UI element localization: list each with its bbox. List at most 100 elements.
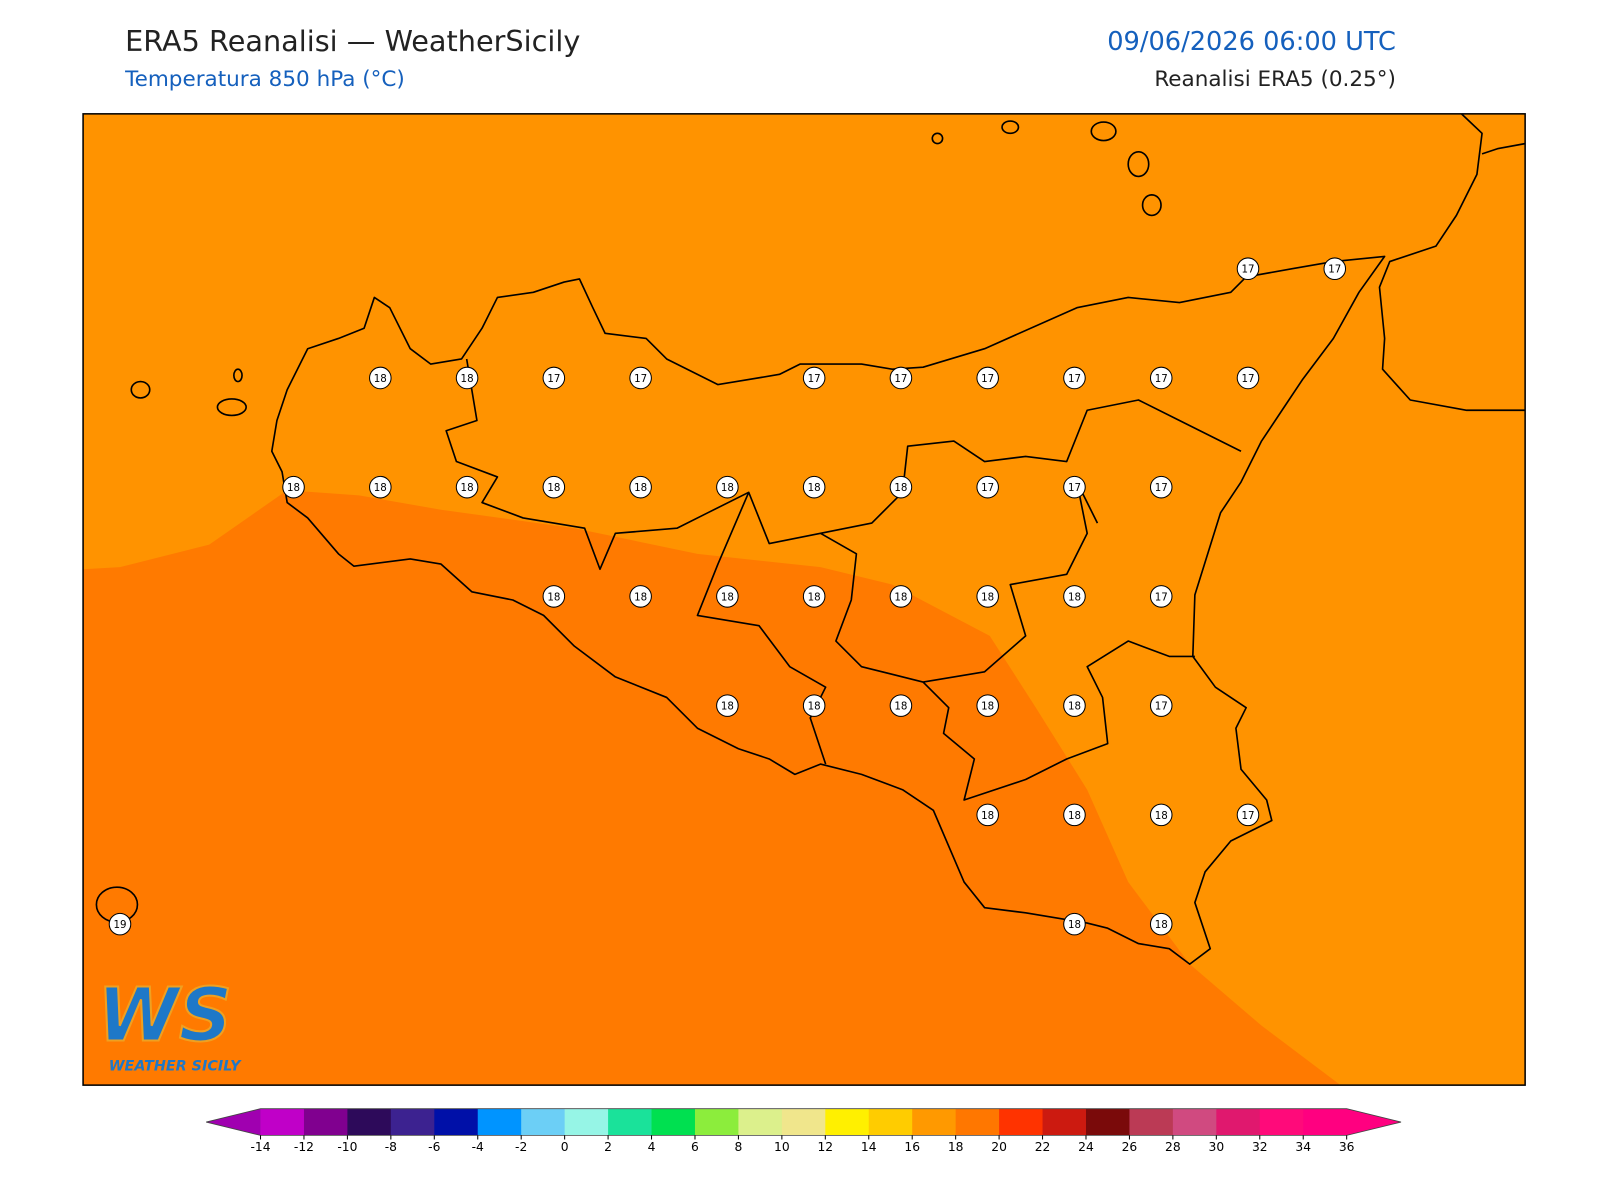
- colorbar-tick-label: 2: [604, 1140, 612, 1154]
- station-label: 17: [976, 475, 999, 499]
- station-label: 17: [1149, 694, 1173, 717]
- colorbar-segment: [564, 1108, 609, 1136]
- station-label: 17: [1236, 803, 1260, 827]
- label-value: 18: [1155, 810, 1168, 822]
- label-value: 18: [981, 810, 994, 822]
- label-circle: [716, 694, 739, 717]
- label-value: 18: [634, 482, 647, 494]
- label-circle: [1149, 694, 1173, 717]
- label-value: 18: [894, 701, 907, 713]
- label-value: 18: [894, 591, 907, 603]
- label-circle: [889, 694, 913, 717]
- colorbar-tick-label: -12: [294, 1140, 314, 1154]
- colorbar-segment: [260, 1108, 305, 1136]
- colorbar-segment: [781, 1108, 826, 1136]
- label-circle: [542, 366, 566, 390]
- label-value: 17: [1241, 373, 1254, 385]
- label-value: 17: [1328, 264, 1341, 276]
- station-label: 17: [1236, 257, 1260, 280]
- colorbar-segment: [738, 1108, 783, 1136]
- label-value: 17: [981, 482, 994, 494]
- colorbar-segment: [1085, 1108, 1130, 1136]
- label-circle: [1063, 912, 1086, 936]
- colorbar-segment: [651, 1108, 696, 1136]
- station-label: 18: [1149, 803, 1173, 827]
- label-circle: [282, 475, 305, 499]
- colorbar-tick-label: 32: [1252, 1140, 1268, 1154]
- label-value: 17: [1155, 701, 1168, 713]
- station-label: 17: [629, 366, 652, 390]
- label-circle: [802, 585, 826, 608]
- colorbar-tick-label: 10: [774, 1140, 790, 1154]
- colorbar-segment: [1259, 1108, 1304, 1136]
- station-label: 18: [629, 475, 652, 499]
- subtitle: Temperatura 850 hPa (°C): [124, 67, 405, 92]
- station-label: 17: [1149, 366, 1173, 390]
- label-value: 17: [634, 373, 647, 385]
- station-label: 18: [976, 694, 999, 717]
- label-value: 18: [721, 591, 734, 603]
- colorbar-segment: [694, 1108, 739, 1136]
- label-circle: [1063, 366, 1086, 390]
- station-label: 18: [542, 475, 566, 499]
- label-circle: [369, 366, 392, 390]
- station-label: 18: [802, 585, 826, 608]
- logo-mark: WS: [97, 973, 232, 1059]
- station-label: 18: [282, 475, 305, 499]
- label-value: 18: [1068, 701, 1081, 713]
- label-circle: [1149, 803, 1173, 827]
- station-label: 18: [1063, 912, 1086, 936]
- label-value: 18: [547, 591, 560, 603]
- station-label: 17: [1063, 475, 1086, 499]
- colorbar-segment: [955, 1108, 1000, 1136]
- label-circle: [629, 585, 652, 608]
- label-value: 18: [894, 482, 907, 494]
- colorbar-tick-label: -8: [385, 1140, 397, 1154]
- station-label: 18: [976, 585, 999, 608]
- label-value: 17: [547, 373, 560, 385]
- colorbar-tick-label: 18: [948, 1140, 964, 1154]
- station-label: 17: [1149, 585, 1173, 608]
- colorbar-tick-label: 16: [904, 1140, 920, 1154]
- station-label: 17: [542, 366, 566, 390]
- label-circle: [455, 475, 479, 499]
- colorbar-segment: [1172, 1108, 1217, 1136]
- colorbar-tick-label: 34: [1295, 1140, 1311, 1154]
- station-label: 18: [716, 694, 739, 717]
- label-circle: [1063, 475, 1086, 499]
- label-value: 18: [634, 591, 647, 603]
- station-label: 18: [1149, 912, 1173, 936]
- label-value: 17: [808, 373, 821, 385]
- label-value: 17: [894, 373, 907, 385]
- station-label: 17: [1149, 475, 1173, 499]
- label-value: 18: [808, 701, 821, 713]
- label-circle: [1236, 257, 1260, 280]
- islands: [95, 120, 1162, 923]
- station-label: 18: [369, 475, 392, 499]
- label-value: 18: [721, 482, 734, 494]
- label-circle: [802, 366, 826, 390]
- map: WS WEATHER SICILY 17 17 18 18 17 17 17 17 17 17 17…: [82, 113, 1526, 1086]
- label-circle: [369, 475, 392, 499]
- colorbar: -14 -12 -10 -8 -6 -4 -2 0 2 4 6 8 10 12 14 16 18 20 22 24 26…: [206, 1108, 1402, 1154]
- station-label: 18: [716, 475, 739, 499]
- station-label: 18: [889, 694, 913, 717]
- station-label: 18: [802, 475, 826, 499]
- label-circle: [802, 694, 826, 717]
- colorbar-segment: [1303, 1108, 1348, 1136]
- colorbar-tick-label: 12: [817, 1140, 833, 1154]
- label-circle: [716, 585, 739, 608]
- colorbar-segment: [912, 1108, 957, 1136]
- logo: WS WEATHER SICILY: [96, 972, 242, 1075]
- label-circle: [976, 694, 999, 717]
- colorbar-under: [206, 1108, 261, 1136]
- label-value: 18: [461, 373, 474, 385]
- label-circle: [802, 475, 826, 499]
- station-label: 18: [716, 585, 739, 608]
- colorbar-segment: [608, 1108, 653, 1136]
- label-value: 18: [1068, 919, 1081, 931]
- colorbar-tick-label: -2: [515, 1140, 527, 1154]
- colorbar-tick-label: 36: [1339, 1140, 1355, 1154]
